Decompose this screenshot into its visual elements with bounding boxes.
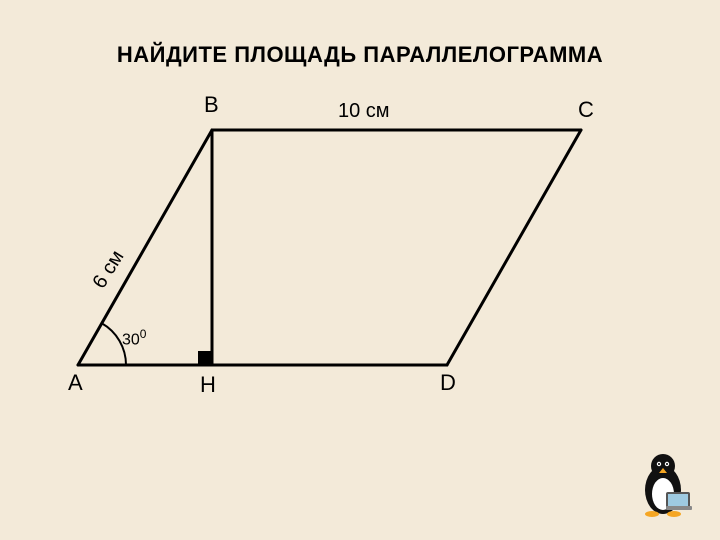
angle-label: 300 bbox=[122, 327, 146, 349]
label-H: H bbox=[200, 372, 216, 398]
label-B: B bbox=[204, 92, 219, 118]
penguin-icon bbox=[628, 448, 698, 518]
label-C: C bbox=[578, 97, 594, 123]
label-A: A bbox=[68, 370, 83, 396]
angle-value: 30 bbox=[122, 331, 140, 348]
label-D: D bbox=[440, 370, 456, 396]
angle-degree-sup: 0 bbox=[140, 327, 147, 341]
side-label-BC: 10 см bbox=[338, 100, 390, 123]
